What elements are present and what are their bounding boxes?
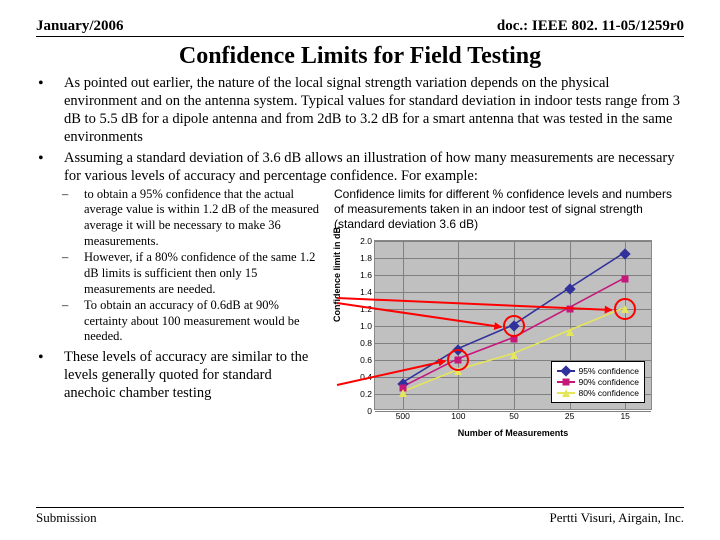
legend-item: 90% confidence (557, 377, 640, 387)
bullet-item: These levels of accuracy are similar to … (36, 348, 324, 402)
chart-x-axis-label: Number of Measurements (374, 428, 652, 438)
header-docref: doc.: IEEE 802. 11-05/1259r0 (497, 18, 684, 35)
annotation-circle (503, 315, 525, 337)
chart-y-axis-label: Confidence limit in dB (332, 227, 342, 322)
confidence-chart: Confidence limit in dB 95% confidence90%… (334, 236, 666, 438)
chart-point (621, 250, 629, 258)
sub-bullet-item: To obtain an accuracy of 0.6dB at 90% ce… (62, 298, 324, 345)
annotation-circle (614, 298, 636, 320)
bullet-item: As pointed out earlier, the nature of th… (36, 74, 684, 147)
footer-left: Submission (36, 510, 97, 526)
annotation-circle (447, 349, 469, 371)
chart-x-tick: 25 (565, 409, 574, 421)
chart-legend: 95% confidence90% confidence80% confiden… (551, 361, 646, 403)
chart-y-tick: 1.0 (353, 321, 375, 331)
chart-y-tick: 0.8 (353, 338, 375, 348)
chart-y-tick: 0 (353, 406, 375, 416)
legend-item: 80% confidence (557, 388, 640, 398)
chart-x-tick: 100 (451, 409, 465, 421)
chart-x-tick: 15 (620, 409, 629, 421)
footer: Submission Pertti Visuri, Airgain, Inc. (36, 507, 684, 526)
chart-point (399, 389, 407, 397)
chart-point (566, 328, 574, 336)
sub-bullet-item: However, if a 80% confidence of the same… (62, 250, 324, 297)
header-date: January/2006 (36, 18, 124, 35)
chart-y-tick: 2.0 (353, 236, 375, 246)
chart-point (510, 351, 518, 359)
chart-point (622, 276, 629, 283)
footer-right: Pertti Visuri, Airgain, Inc. (549, 510, 684, 526)
sub-bullet-list: to obtain a 95% confidence that the actu… (36, 187, 324, 345)
sub-bullet-item: to obtain a 95% confidence that the actu… (62, 187, 324, 250)
chart-caption: Confidence limits for different % confid… (334, 187, 676, 232)
chart-y-tick: 0.2 (353, 389, 375, 399)
chart-x-tick: 50 (509, 409, 518, 421)
chart-y-tick: 0.6 (353, 355, 375, 365)
chart-plot-area: 95% confidence90% confidence80% confiden… (374, 240, 652, 410)
legend-item: 95% confidence (557, 366, 640, 376)
bullet-item: Assuming a standard deviation of 3.6 dB … (36, 149, 684, 185)
chart-y-tick: 1.6 (353, 270, 375, 280)
page-title: Confidence Limits for Field Testing (36, 43, 684, 70)
chart-x-tick: 500 (396, 409, 410, 421)
chart-point (566, 285, 574, 293)
bullet-list: As pointed out earlier, the nature of th… (36, 74, 684, 185)
chart-y-tick: 1.4 (353, 287, 375, 297)
chart-y-tick: 1.8 (353, 253, 375, 263)
